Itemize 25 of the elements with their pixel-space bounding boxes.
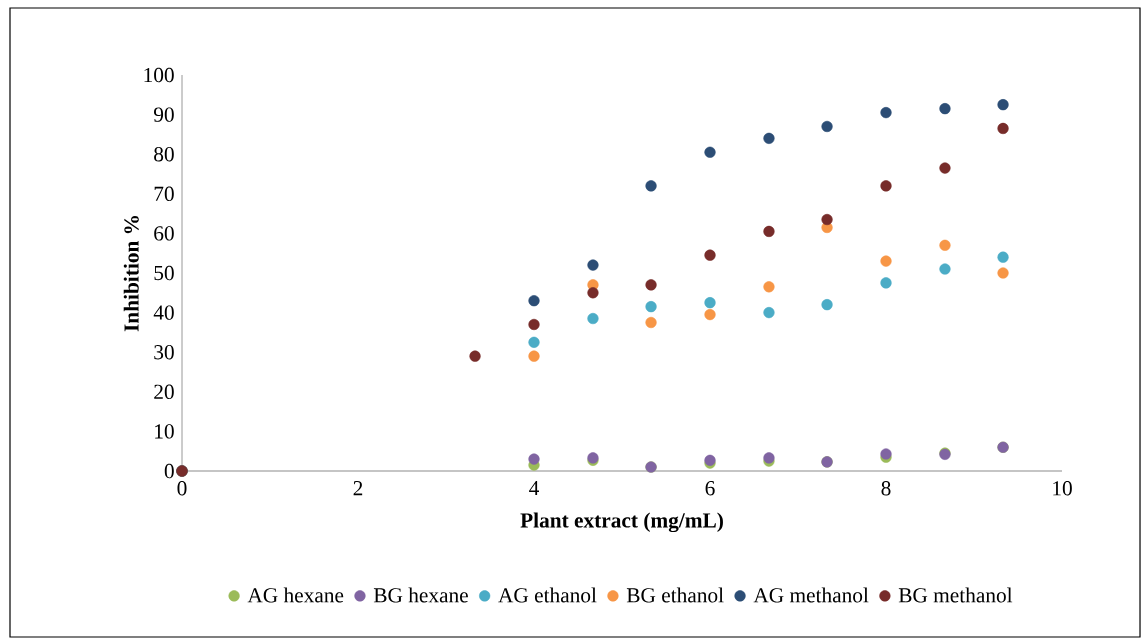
x-tick-label: 8 <box>881 481 891 496</box>
y-tick-label: 60 <box>154 226 174 241</box>
y-tick-label: 0 <box>164 463 174 479</box>
y-axis-title: Inhibition % <box>123 216 139 332</box>
x-tick-label: 6 <box>705 481 715 496</box>
y-tick-label: 70 <box>154 186 174 201</box>
x-tick-label: 10 <box>1053 481 1072 496</box>
y-tick-label: 40 <box>153 305 174 320</box>
y-tick-label: 80 <box>154 147 174 162</box>
y-tick-label: 100 <box>144 67 174 83</box>
x-tick-label: 4 <box>529 481 539 496</box>
legend-label: BG ethanol <box>626 587 724 603</box>
legend-label: BG methanol <box>898 587 1013 603</box>
x-tick-label: 0 <box>177 481 187 496</box>
legend-label: AG methanol <box>753 587 869 603</box>
y-tick-label: 20 <box>154 384 174 399</box>
legend-label: AG hexane <box>247 587 344 603</box>
y-tick-label: 10 <box>155 424 174 439</box>
x-axis-title: Plant extract (mg/mL) <box>520 512 723 533</box>
y-tick-label: 90 <box>153 107 174 122</box>
x-tick-label: 2 <box>353 481 363 496</box>
y-tick-label: 30 <box>154 345 174 360</box>
legend-label: AG ethanol <box>498 587 597 603</box>
legend-label: BG hexane <box>373 587 468 603</box>
y-tick-label: 50 <box>154 265 174 281</box>
